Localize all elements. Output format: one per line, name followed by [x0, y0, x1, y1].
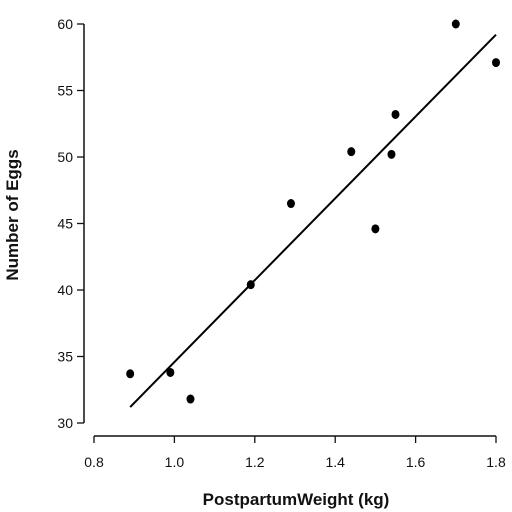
data-point: [186, 394, 195, 404]
y-tick-label: 30: [57, 415, 73, 431]
data-point: [246, 280, 255, 290]
data-point: [387, 149, 396, 159]
data-point: [347, 147, 356, 157]
x-tick-label: 0.8: [84, 454, 104, 470]
y-ticks: 30 35 40 45 50 55 60: [57, 16, 84, 431]
y-tick-label: 40: [57, 282, 73, 298]
data-point: [451, 19, 460, 29]
x-tick-label: 1.0: [165, 454, 185, 470]
x-tick-label: 1.8: [486, 454, 506, 470]
fit-line: [129, 33, 497, 408]
y-axis-title: Number of Eggs: [3, 149, 22, 280]
data-point: [492, 58, 500, 68]
x-tick-label: 1.4: [325, 454, 345, 470]
y-tick-label: 55: [57, 83, 73, 99]
y-tick-label: 60: [57, 16, 73, 32]
y-tick-label: 45: [57, 216, 73, 232]
data-points: [126, 19, 500, 404]
data-point: [166, 367, 175, 377]
x-axis-title: PostpartumWeight (kg): [203, 490, 390, 509]
x-tick-label: 1.2: [245, 454, 265, 470]
x-tick-label: 1.6: [406, 454, 426, 470]
y-tick-label: 35: [57, 349, 73, 365]
data-point: [391, 109, 400, 119]
axes: [83, 24, 496, 437]
y-tick-label: 50: [57, 149, 73, 165]
data-point: [286, 199, 295, 209]
data-point: [371, 224, 380, 234]
data-point: [126, 369, 135, 379]
x-ticks: 0.8 1.0 1.2 1.4 1.6 1.8: [84, 436, 506, 470]
